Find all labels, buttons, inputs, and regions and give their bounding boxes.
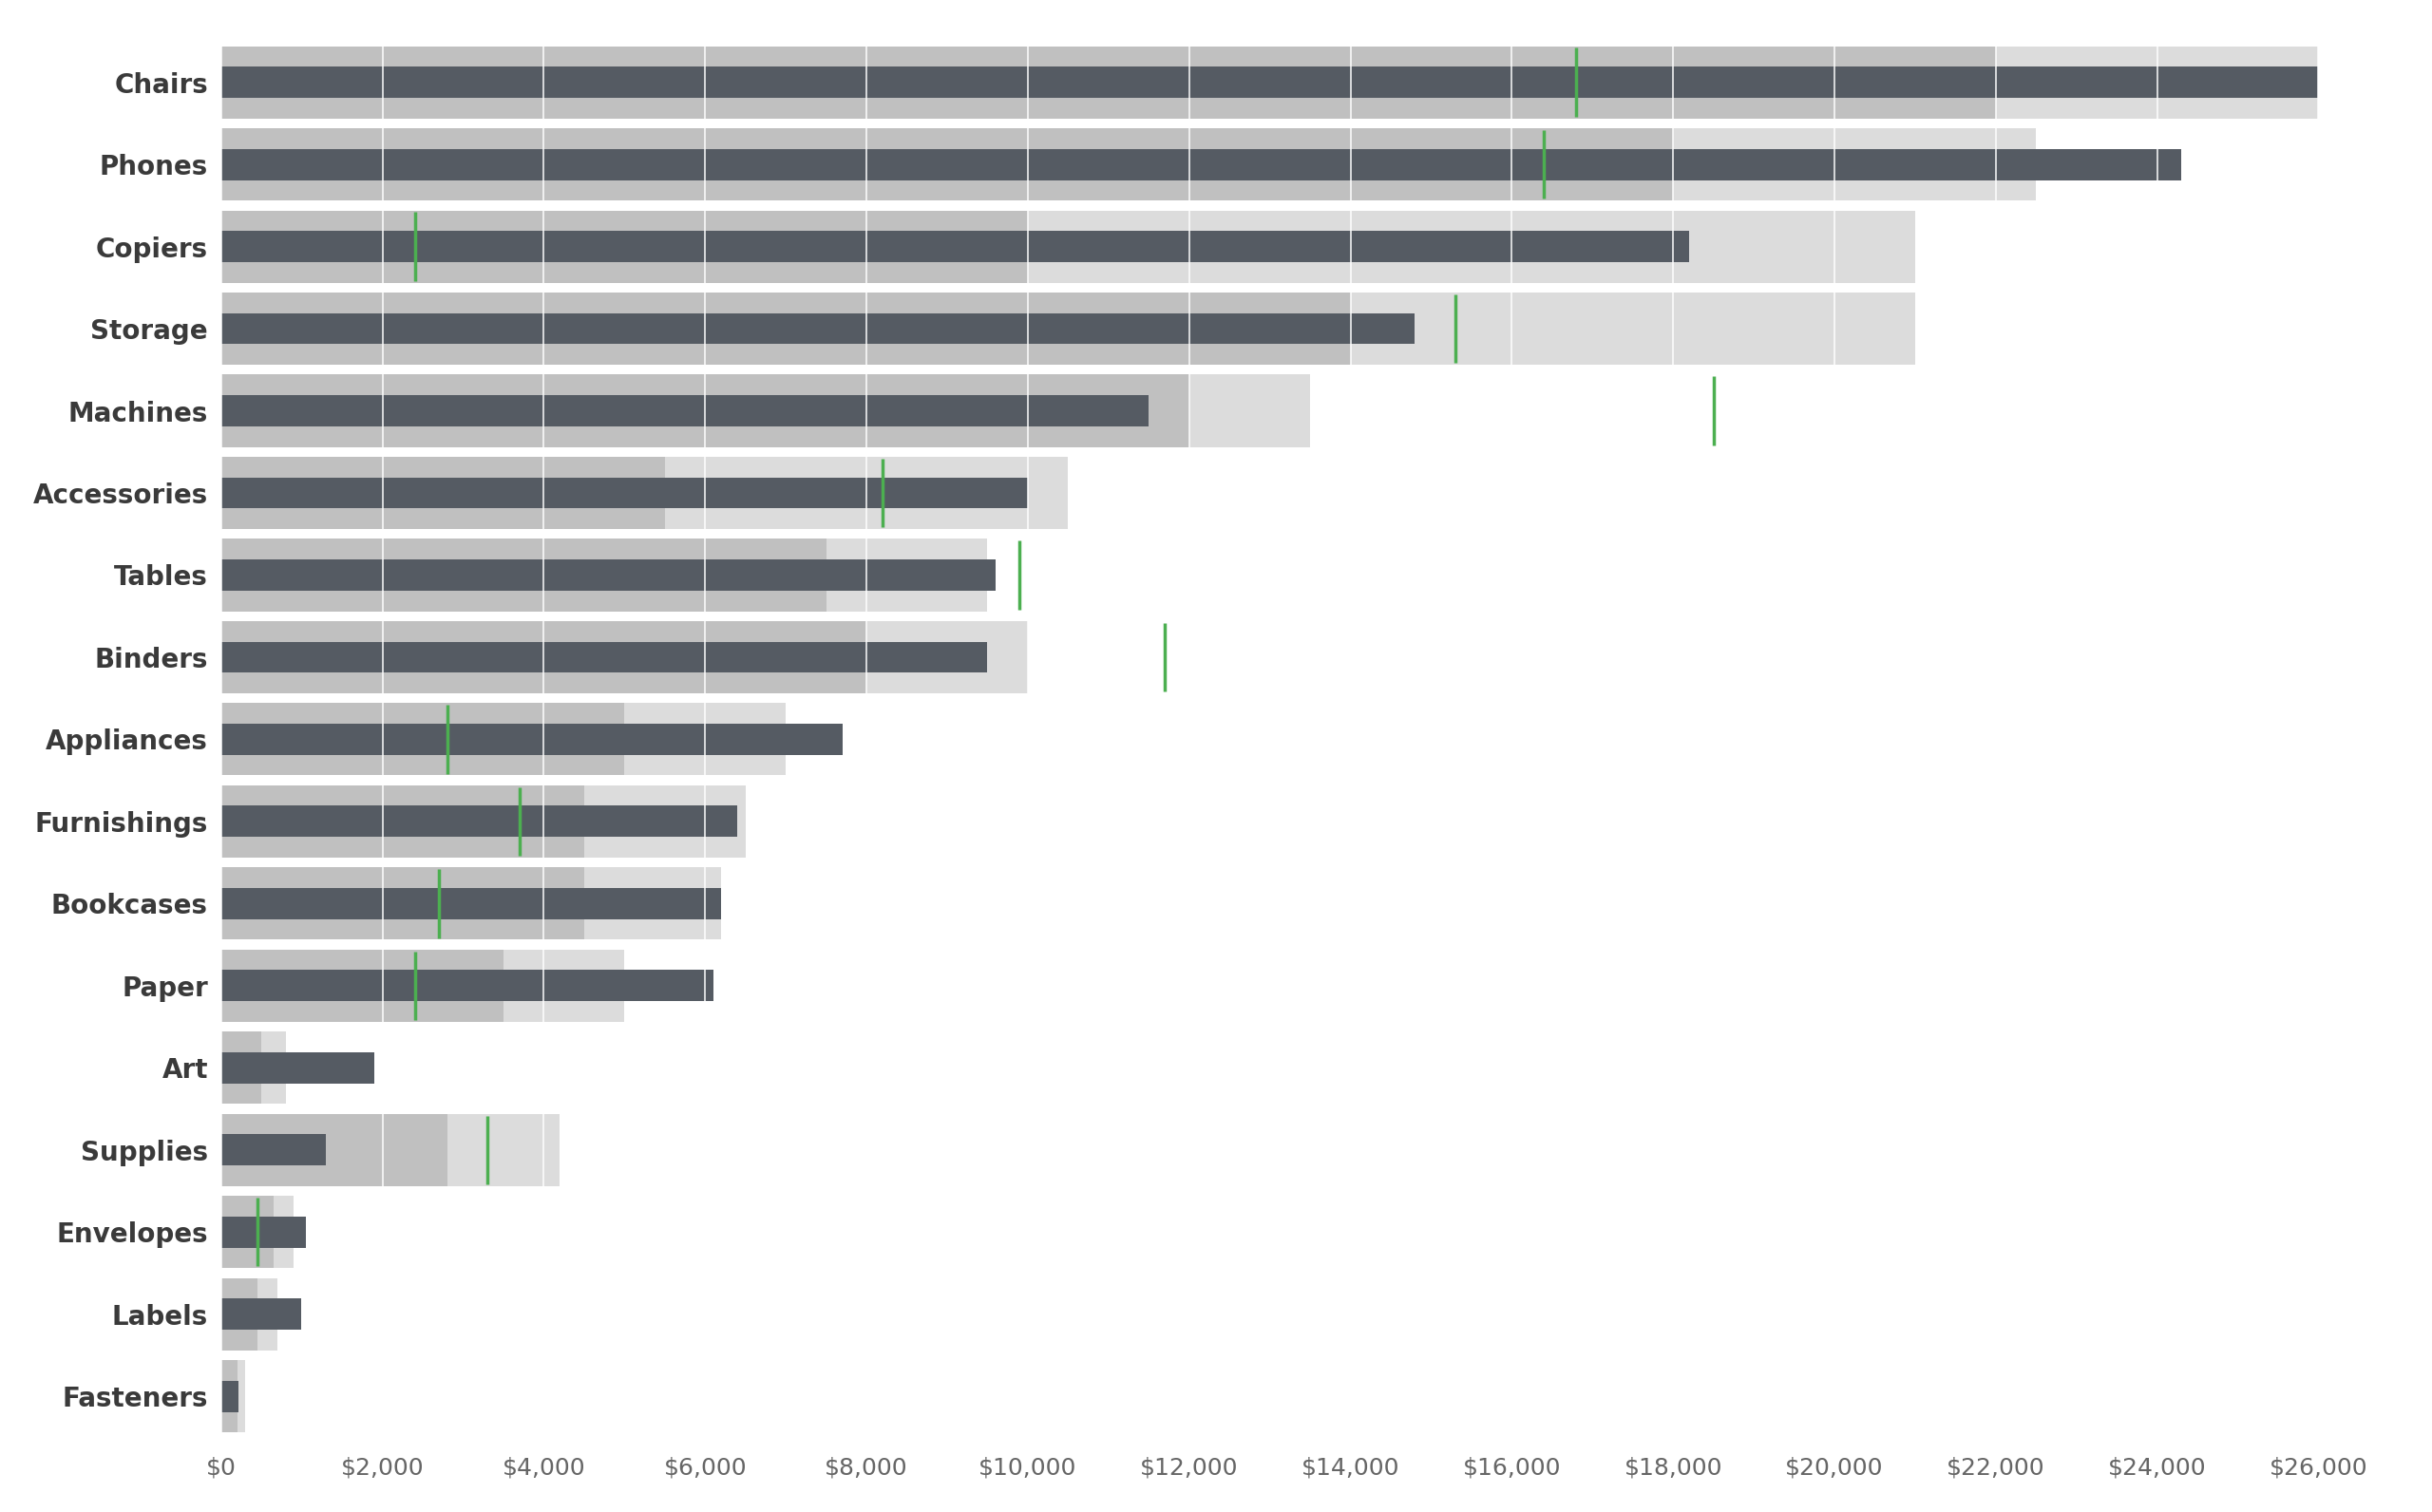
Bar bbox=[221, 621, 1029, 694]
Bar bbox=[221, 129, 2036, 201]
Bar bbox=[221, 1114, 559, 1185]
Bar bbox=[221, 292, 1350, 364]
Bar bbox=[221, 868, 722, 940]
Bar bbox=[221, 703, 625, 776]
Bar bbox=[221, 148, 2182, 180]
Bar bbox=[221, 129, 1673, 201]
Bar bbox=[221, 1361, 238, 1432]
Bar bbox=[221, 47, 2318, 118]
Bar bbox=[221, 785, 747, 857]
Bar bbox=[221, 868, 584, 940]
Bar bbox=[221, 724, 841, 754]
Bar bbox=[221, 1278, 277, 1350]
Bar bbox=[221, 1361, 246, 1432]
Bar bbox=[221, 1031, 285, 1104]
Bar bbox=[221, 1380, 238, 1412]
Bar bbox=[221, 950, 625, 1022]
Bar bbox=[221, 1114, 447, 1185]
Bar bbox=[221, 478, 1029, 508]
Bar bbox=[221, 1052, 375, 1084]
Bar bbox=[221, 292, 1914, 364]
Bar bbox=[221, 641, 987, 673]
Bar bbox=[221, 1196, 275, 1269]
Bar bbox=[221, 971, 713, 1001]
Bar bbox=[221, 313, 1415, 345]
Bar bbox=[221, 67, 2318, 98]
Bar bbox=[221, 888, 722, 919]
Bar bbox=[221, 621, 866, 694]
Bar bbox=[221, 395, 1148, 426]
Bar bbox=[221, 375, 1311, 448]
Bar bbox=[221, 806, 737, 838]
Bar bbox=[221, 1299, 302, 1331]
Bar bbox=[221, 1196, 294, 1269]
Bar bbox=[221, 457, 1068, 529]
Bar bbox=[221, 47, 1997, 118]
Bar bbox=[221, 1217, 306, 1247]
Bar bbox=[221, 538, 987, 611]
Bar bbox=[221, 231, 1690, 262]
Bar bbox=[221, 559, 995, 591]
Bar bbox=[221, 210, 1914, 283]
Bar bbox=[221, 1278, 258, 1350]
Bar bbox=[221, 785, 584, 857]
Bar bbox=[221, 538, 827, 611]
Bar bbox=[221, 703, 786, 776]
Bar bbox=[221, 210, 1029, 283]
Bar bbox=[221, 1134, 326, 1166]
Bar bbox=[221, 375, 1189, 448]
Bar bbox=[221, 1031, 263, 1104]
Bar bbox=[221, 950, 503, 1022]
Bar bbox=[221, 457, 664, 529]
